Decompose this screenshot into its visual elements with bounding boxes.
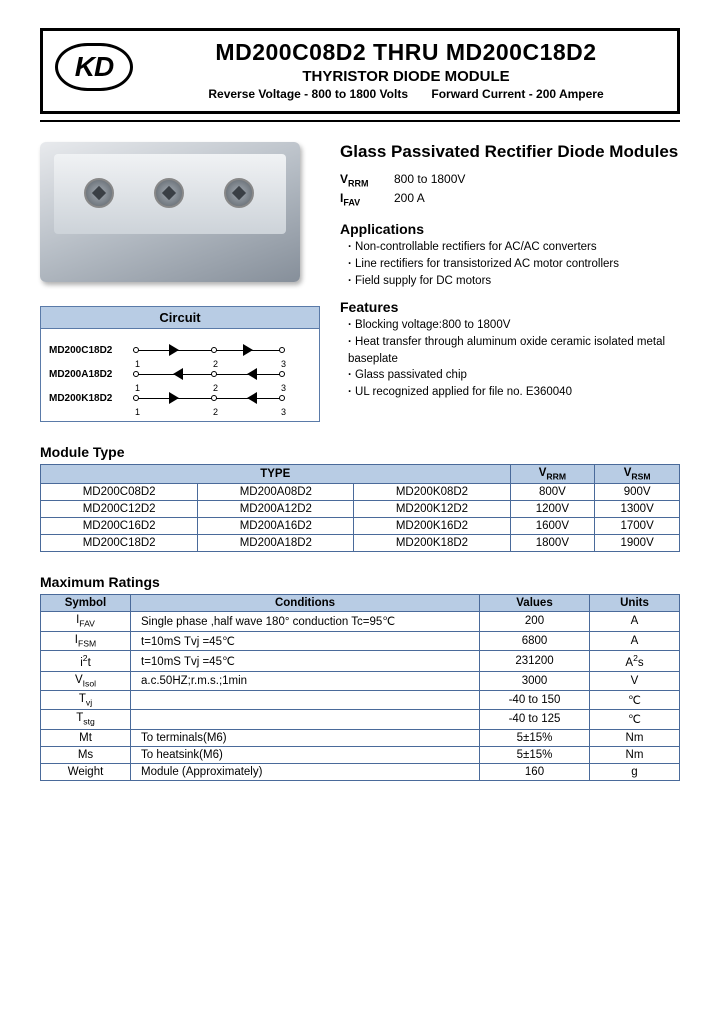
table-row: WeightModule (Approximately)160g [41,763,680,780]
circuit-label: MD200C18D2 [49,339,127,363]
right-column: Glass Passivated Rectifier Diode Modules… [340,142,680,422]
sym: i2t [41,650,131,671]
col-conditions: Conditions [131,595,480,612]
sym: IFAV [41,612,131,631]
left-column: Circuit MD200C18D2 123 MD200A18D2 123 MD… [40,142,320,422]
col-type: TYPE [41,465,511,484]
table-row: VIsola.c.50HZ;r.m.s.;1min3000V [41,671,680,690]
divider [40,120,680,122]
applications-title: Applications [340,221,680,237]
applications-list: Non-controllable rectifiers for AC/AC co… [340,239,680,289]
features-list: Blocking voltage:800 to 1800V Heat trans… [340,317,680,400]
spec-forward-current: Forward Current - 200 Ampere [431,87,603,101]
doc-title: MD200C08D2 THRU MD200C18D2 [147,39,665,66]
spec-reverse-voltage: Reverse Voltage - 800 to 1800 Volts [208,87,408,101]
app-item: Non-controllable rectifiers for AC/AC co… [348,239,680,256]
header-text: MD200C08D2 THRU MD200C18D2 THYRISTOR DIO… [147,39,665,101]
col-vrsm: VRSM [595,465,680,484]
doc-specline: Reverse Voltage - 800 to 1800 Volts Forw… [147,87,665,101]
circuit-box: Circuit MD200C18D2 123 MD200A18D2 123 MD… [40,306,320,422]
header-box: KD MD200C08D2 THRU MD200C18D2 THYRISTOR … [40,28,680,114]
ratings-table: Symbol Conditions Values Units IFAVSingl… [40,594,680,780]
ifav-label: IFAV [340,191,384,207]
mid-section: Circuit MD200C18D2 123 MD200A18D2 123 MD… [40,142,680,422]
table-row: MD200C18D2MD200A18D2MD200K18D21800V1900V [41,535,680,552]
feat-item: UL recognized applied for file no. E3600… [348,384,680,401]
table-row: MD200C12D2MD200A12D2MD200K12D21200V1300V [41,501,680,518]
circuit-label: MD200K18D2 [49,387,127,411]
sym: VIsol [41,671,131,690]
table-row: IFAVSingle phase ,half wave 180° conduct… [41,612,680,631]
table-row: IFSMt=10mS Tvj =45℃6800A [41,631,680,650]
module-type-table: TYPE VRRM VRSM MD200C08D2MD200A08D2MD200… [40,464,680,552]
vrrm-label: VRRM [340,172,384,188]
product-photo [40,142,300,282]
product-heading: Glass Passivated Rectifier Diode Modules [340,142,680,162]
brand-logo: KD [55,43,133,91]
app-item: Line rectifiers for transistorized AC mo… [348,256,680,273]
ratings-title: Maximum Ratings [40,574,680,590]
module-type-title: Module Type [40,444,680,460]
circuit-row: MD200A18D2 123 [49,363,311,387]
features-title: Features [340,299,680,315]
col-units: Units [590,595,680,612]
table-row: MD200C08D2MD200A08D2MD200K08D2800V900V [41,484,680,501]
vrrm-value: 800 to 1800V [394,172,465,188]
circuit-row: MD200C18D2 123 [49,339,311,363]
feat-item: Glass passivated chip [348,367,680,384]
doc-subtitle: THYRISTOR DIODE MODULE [147,68,665,85]
col-symbol: Symbol [41,595,131,612]
feat-item: Blocking voltage:800 to 1800V [348,317,680,334]
quick-specs: VRRM 800 to 1800V IFAV 200 A [340,172,680,207]
app-item: Field supply for DC motors [348,273,680,290]
feat-item: Heat transfer through aluminum oxide cer… [348,334,680,367]
table-row: Tvj-40 to 150℃ [41,691,680,710]
sym: Tvj [41,691,131,710]
col-vrrm: VRRM [510,465,595,484]
table-row: i2tt=10mS Tvj =45℃231200A2s [41,650,680,671]
sym: Tstg [41,710,131,729]
ifav-value: 200 A [394,191,425,207]
circuit-body: MD200C18D2 123 MD200A18D2 123 MD200K18D2… [41,329,319,421]
table-row: Tstg-40 to 125℃ [41,710,680,729]
table-row: MD200C16D2MD200A16D2MD200K16D21600V1700V [41,518,680,535]
unit: A2s [590,650,680,671]
circuit-title: Circuit [41,307,319,329]
col-values: Values [480,595,590,612]
sym: IFSM [41,631,131,650]
circuit-label: MD200A18D2 [49,363,127,387]
table-row: MsTo heatsink(M6)5±15%Nm [41,746,680,763]
circuit-row: MD200K18D2 123 [49,387,311,411]
table-row: MtTo terminals(M6)5±15%Nm [41,729,680,746]
